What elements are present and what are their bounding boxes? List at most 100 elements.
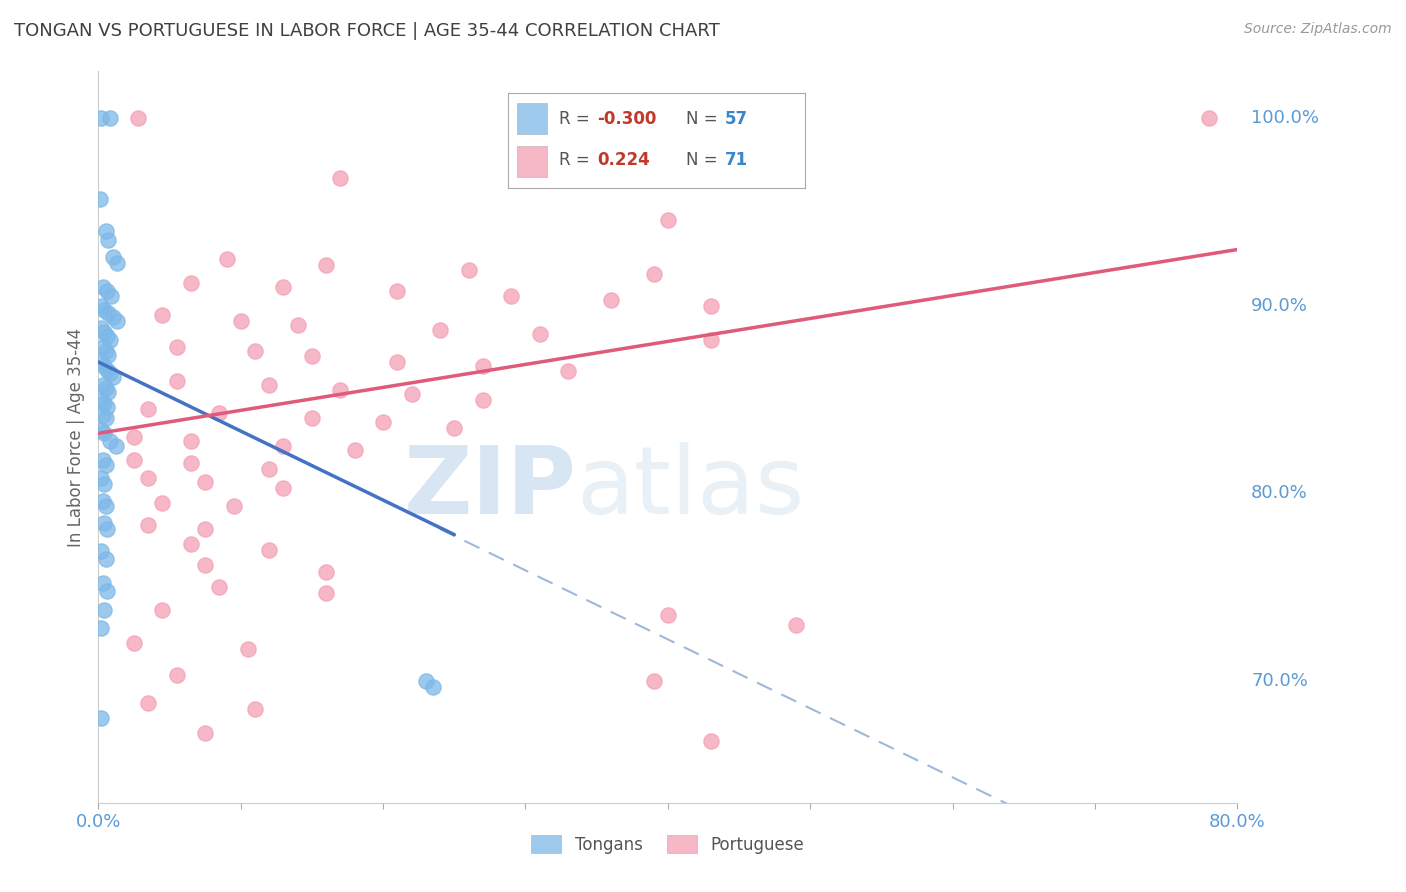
Point — [91, 452, 114, 467]
Point — [93, 477, 115, 491]
Point — [93, 396, 115, 410]
Point — [401, 387, 423, 401]
Point — [1198, 112, 1220, 126]
Point — [94, 552, 117, 566]
Point — [90, 621, 112, 635]
Point — [643, 267, 665, 281]
Point — [90, 711, 112, 725]
Point — [122, 430, 145, 444]
Point — [501, 289, 523, 303]
Legend: Tongans, Portuguese: Tongans, Portuguese — [524, 829, 811, 860]
Point — [96, 328, 118, 343]
Point — [94, 411, 117, 425]
Point — [529, 112, 551, 126]
Point — [699, 333, 721, 347]
Text: 90.0%: 90.0% — [1251, 297, 1308, 315]
Point — [152, 496, 174, 510]
Point — [90, 423, 112, 437]
Point — [152, 308, 174, 322]
Point — [152, 602, 174, 616]
Point — [301, 350, 323, 364]
Point — [166, 374, 188, 388]
Point — [94, 458, 117, 473]
Point — [136, 471, 159, 485]
Point — [93, 602, 115, 616]
Point — [208, 580, 231, 594]
Point — [643, 673, 665, 688]
Point — [259, 542, 281, 557]
Point — [273, 481, 295, 495]
Point — [101, 310, 124, 324]
Point — [98, 367, 121, 381]
Point — [100, 289, 122, 303]
Point — [96, 362, 118, 376]
Point — [136, 401, 159, 416]
Point — [315, 258, 337, 272]
Point — [273, 280, 295, 294]
Point — [94, 343, 117, 358]
Point — [471, 359, 494, 373]
Point — [96, 522, 118, 536]
Point — [600, 293, 623, 308]
Point — [91, 493, 114, 508]
Point — [699, 299, 721, 313]
Point — [443, 420, 465, 434]
Point — [180, 537, 202, 551]
Point — [96, 284, 118, 298]
Point — [98, 112, 121, 126]
Point — [93, 426, 115, 441]
Point — [91, 377, 114, 392]
Point — [94, 224, 117, 238]
Point — [387, 284, 409, 298]
Point — [89, 192, 111, 206]
Point — [127, 112, 149, 126]
Point — [301, 411, 323, 425]
Point — [236, 642, 259, 657]
Point — [94, 500, 117, 514]
Point — [415, 673, 437, 688]
Point — [657, 212, 679, 227]
Point — [529, 326, 551, 341]
Point — [93, 325, 115, 339]
Point — [93, 516, 115, 531]
Point — [243, 343, 266, 358]
Point — [98, 333, 121, 347]
Text: ZIP: ZIP — [404, 442, 576, 534]
Point — [105, 314, 128, 328]
Point — [94, 381, 117, 395]
Point — [91, 280, 114, 294]
Point — [90, 355, 112, 369]
Text: 80.0%: 80.0% — [1251, 484, 1308, 502]
Text: 100.0%: 100.0% — [1251, 109, 1319, 128]
Point — [105, 255, 128, 269]
Point — [97, 385, 120, 400]
Point — [287, 318, 309, 332]
Point — [329, 171, 352, 186]
Point — [180, 456, 202, 470]
Point — [122, 636, 145, 650]
Point — [122, 452, 145, 467]
Point — [259, 462, 281, 476]
Point — [90, 321, 112, 335]
Point — [194, 726, 217, 740]
Point — [166, 668, 188, 682]
Point — [97, 347, 120, 361]
Point — [387, 355, 409, 369]
Point — [97, 306, 120, 320]
Point — [98, 434, 121, 448]
Point — [208, 406, 231, 420]
Point — [91, 408, 114, 422]
Point — [785, 617, 807, 632]
Point — [104, 440, 127, 454]
Point — [90, 299, 112, 313]
Point — [429, 323, 451, 337]
Text: Source: ZipAtlas.com: Source: ZipAtlas.com — [1244, 22, 1392, 37]
Y-axis label: In Labor Force | Age 35-44: In Labor Force | Age 35-44 — [66, 327, 84, 547]
Point — [329, 383, 352, 397]
Point — [259, 377, 281, 392]
Point — [457, 263, 479, 277]
Point — [180, 277, 202, 291]
Point — [136, 518, 159, 533]
Point — [194, 522, 217, 536]
Point — [97, 233, 120, 247]
